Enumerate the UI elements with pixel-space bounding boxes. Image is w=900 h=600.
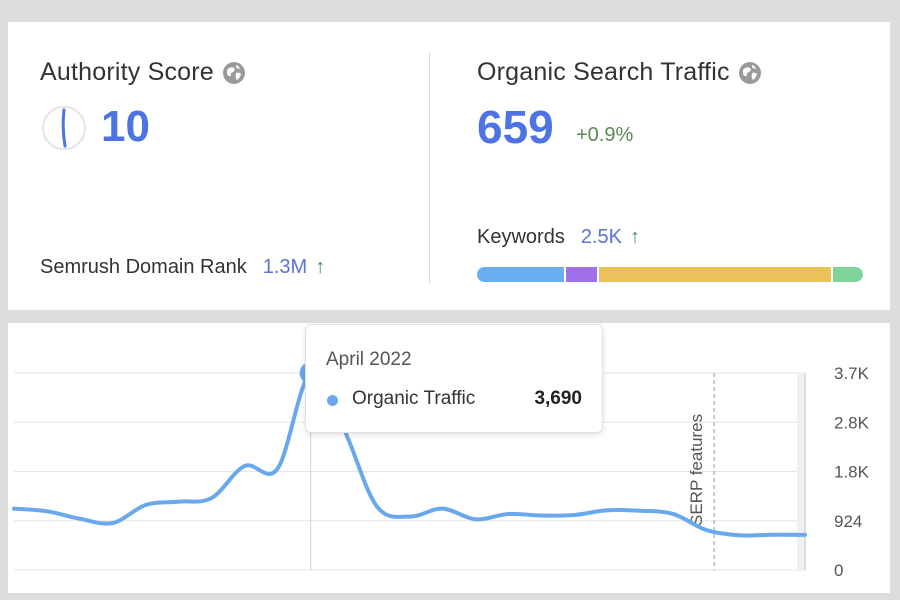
tooltip-series-name: Organic Traffic (352, 388, 476, 409)
authority-score-value: 10 (101, 102, 150, 151)
chart-tooltip: April 2022 Organic Traffic 3,690 (305, 324, 603, 433)
keywords-bar-segment[interactable] (564, 267, 597, 282)
y-tick-label: 3.7K (834, 364, 870, 383)
keywords-row: Keywords 2.5K ↑ (477, 226, 640, 249)
series-dot-icon (327, 395, 338, 406)
tooltip-date: April 2022 (326, 349, 412, 370)
arrow-up-icon: ↑ (315, 256, 326, 278)
keywords-bar-segment[interactable] (830, 267, 863, 282)
chart-scroll-band[interactable] (797, 373, 806, 570)
traffic-chart[interactable]: 3.7K 2.8K 1.8K 924 0 SERP features (8, 323, 890, 593)
keywords-distribution-bar[interactable] (477, 267, 863, 282)
organic-traffic-label: Organic Search Traffic (477, 58, 730, 86)
y-tick-label: 1.8K (834, 463, 870, 482)
y-tick-label: 0 (834, 561, 843, 580)
tooltip-value: 3,690 (534, 388, 582, 409)
globe-icon[interactable] (222, 61, 246, 85)
organic-traffic-change: +0.9% (576, 124, 634, 146)
y-tick-label: 924 (834, 512, 862, 531)
summary-panel: Authority Score 10 Organic Search Traffi… (8, 22, 890, 310)
traffic-chart-panel: 3.7K 2.8K 1.8K 924 0 SERP features April 2022… (8, 323, 890, 593)
authority-score-title: Authority Score (40, 58, 246, 87)
keywords-bar-segment[interactable] (596, 267, 831, 282)
keywords-value[interactable]: 2.5K (580, 226, 622, 248)
divider (429, 52, 430, 284)
organic-traffic-title: Organic Search Traffic (477, 58, 762, 87)
domain-rank-row: Semrush Domain Rank 1.3M ↑ (40, 256, 325, 279)
arrow-up-icon: ↑ (629, 226, 640, 248)
domain-rank-value[interactable]: 1.3M (262, 256, 308, 278)
organic-traffic-line[interactable] (12, 370, 807, 538)
keywords-label: Keywords (477, 226, 565, 248)
domain-rank-label: Semrush Domain Rank (40, 256, 247, 278)
authority-score-label: Authority Score (40, 58, 214, 86)
organic-traffic-value[interactable]: 659 (477, 101, 554, 153)
annotation-label: SERP features (687, 414, 706, 526)
gauge-icon (41, 105, 87, 151)
y-tick-label: 2.8K (834, 413, 870, 432)
globe-icon[interactable] (738, 61, 762, 85)
keywords-bar-segment[interactable] (477, 267, 565, 282)
